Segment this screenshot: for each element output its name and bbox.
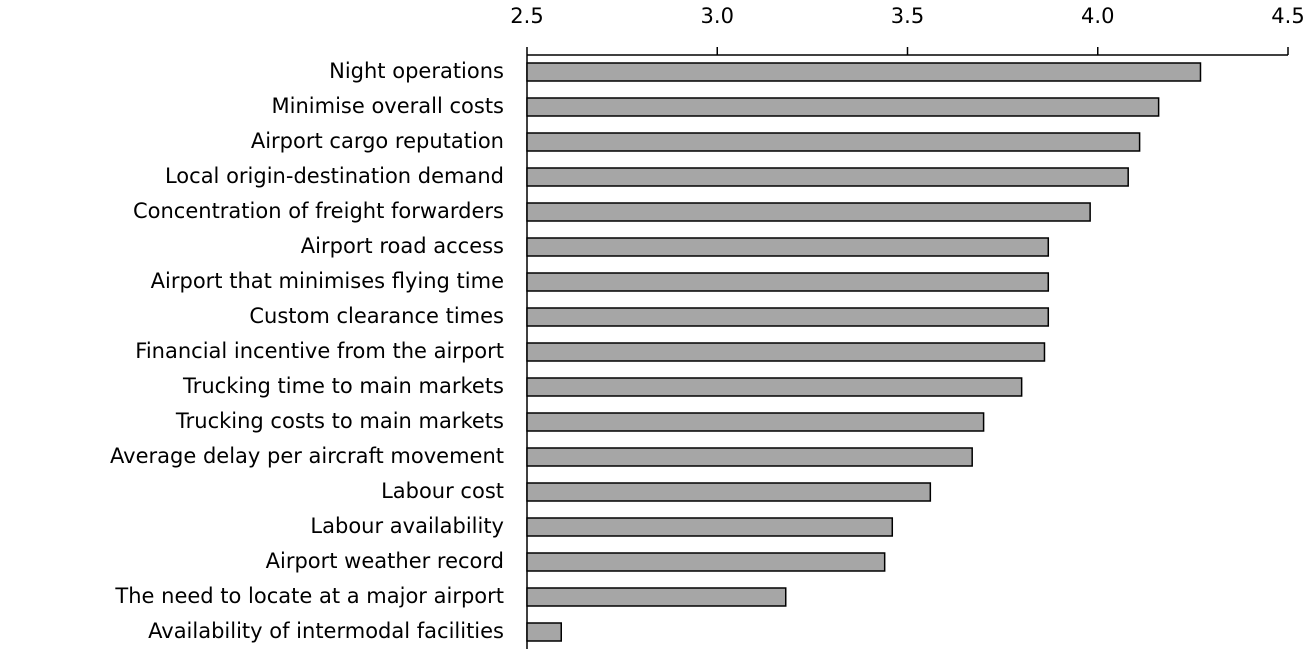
y-tick-label: Trucking time to main markets — [182, 374, 504, 398]
y-tick-label: Airport weather record — [266, 549, 504, 573]
bar — [526, 97, 1160, 117]
bar — [526, 517, 894, 537]
bar — [526, 132, 1141, 152]
bar — [526, 202, 1091, 222]
y-tick-label: Availability of intermodal facilities — [148, 619, 504, 643]
y-tick-label: Local origin-destination demand — [165, 164, 504, 188]
y-tick-label: Average delay per aircraft movement — [110, 444, 504, 468]
y-tick-label: Custom clearance times — [249, 304, 504, 328]
y-tick-label: Concentration of freight forwarders — [133, 199, 504, 223]
x-tick-label: 3.5 — [891, 4, 924, 28]
y-tick-label: Financial incentive from the airport — [135, 339, 504, 363]
y-tick-label: Airport that minimises flying time — [151, 269, 504, 293]
bar — [526, 412, 985, 432]
bar — [526, 272, 1050, 292]
y-tick-label: Night operations — [329, 59, 504, 83]
bar — [526, 552, 886, 572]
bar — [526, 482, 932, 502]
bar — [526, 237, 1050, 257]
bar — [526, 622, 562, 642]
bar — [526, 377, 1023, 397]
x-tick-label: 4.0 — [1081, 4, 1114, 28]
bar — [526, 62, 1202, 82]
x-tick-label: 3.0 — [701, 4, 734, 28]
bar — [526, 447, 973, 467]
bar — [526, 342, 1046, 362]
x-tick-label: 4.5 — [1271, 4, 1304, 28]
y-tick-label: Airport road access — [301, 234, 504, 258]
y-tick-label: Labour cost — [381, 479, 504, 503]
bar — [526, 587, 787, 607]
bar — [526, 167, 1129, 187]
y-tick-label: Airport cargo reputation — [251, 129, 504, 153]
x-tick-label: 2.5 — [510, 4, 543, 28]
bar — [526, 307, 1050, 327]
y-tick-label: The need to locate at a major airport — [114, 584, 504, 608]
y-tick-label: Minimise overall costs — [272, 94, 504, 118]
y-tick-label: Trucking costs to main markets — [175, 409, 504, 433]
y-tick-label: Labour availability — [310, 514, 504, 538]
